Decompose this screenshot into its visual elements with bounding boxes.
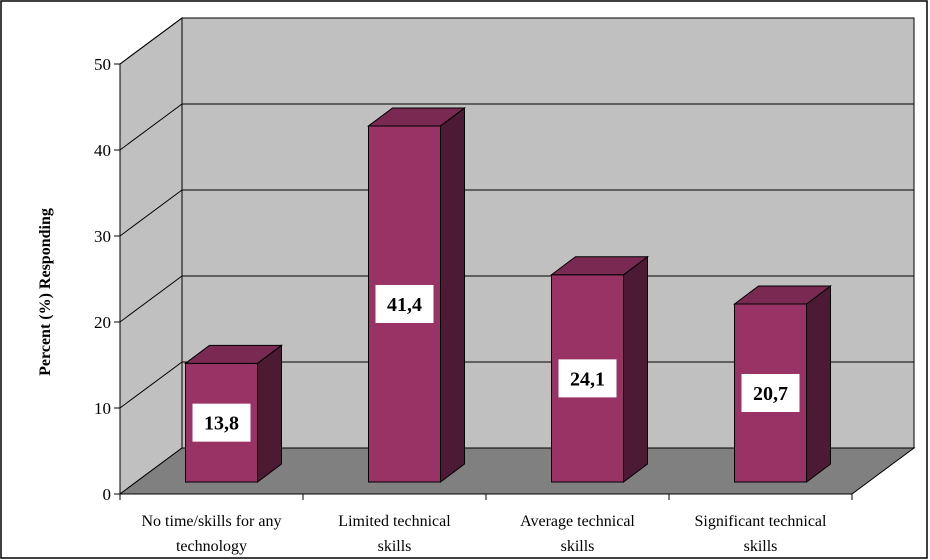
bar: 20,7: [733, 284, 832, 483]
y-tick-label: 20: [94, 313, 111, 332]
data-label-box: [192, 403, 251, 442]
x-category-label-line: Significant technical: [695, 513, 828, 530]
bar-top-face: [184, 344, 283, 364]
gridlines: [119, 17, 914, 409]
y-tick-label: 50: [94, 55, 111, 74]
y-tick-label: 10: [94, 399, 111, 418]
x-category-label: Limited technical skills: [338, 513, 451, 555]
side-wall: [119, 17, 183, 495]
bar-top-face: [733, 285, 832, 305]
data-label: 24,1: [570, 368, 605, 390]
bars: 13,8 41,4 24,1 20,7: [184, 106, 832, 483]
gridline-side: [119, 361, 183, 409]
data-label: 41,4: [387, 294, 422, 316]
x-category-label-line: technology: [176, 538, 247, 555]
data-label-box: [741, 373, 800, 412]
y-tick-label: 40: [94, 141, 111, 160]
bar-side-face: [806, 284, 831, 483]
y-tick-label: 30: [94, 227, 111, 246]
x-category-label-line: No time/skills for any: [142, 513, 282, 530]
bar: 13,8: [184, 344, 283, 483]
y-tick-label: 0: [103, 485, 112, 504]
x-category-label-line: skills: [561, 538, 595, 555]
x-category-label-line: Average technical: [520, 513, 635, 530]
x-axis-labels: No time/skills for any technology Limited …: [119, 494, 853, 555]
data-label-box: [558, 359, 617, 398]
y-axis-title: Percent (%) Responding: [37, 208, 54, 376]
bar-side-face: [440, 106, 465, 483]
gridline-side: [119, 103, 183, 151]
x-category-label-line: skills: [744, 538, 778, 555]
x-category-label: No time/skills for any technology: [142, 513, 282, 555]
bar: 41,4: [367, 106, 466, 483]
y-axis-ticks: 0 10 20 30 40 50: [94, 55, 120, 504]
data-label: 13,8: [204, 413, 239, 435]
data-label-box: [375, 284, 434, 323]
gridline-side: [119, 17, 183, 65]
x-category-label-line: Limited technical: [338, 513, 451, 530]
bar-side-face: [623, 255, 648, 483]
x-category-label-line: skills: [378, 538, 412, 555]
data-label: 20,7: [753, 383, 788, 405]
x-category-label: Average technical skills: [520, 513, 635, 555]
x-category-label: Significant technical skills: [695, 513, 828, 555]
gridline-side: [119, 275, 183, 323]
gridline-side: [119, 189, 183, 237]
bar-top-face: [550, 256, 649, 276]
bar: 24,1: [550, 255, 649, 483]
bar-top-face: [367, 107, 466, 127]
bar-side-face: [257, 344, 282, 483]
